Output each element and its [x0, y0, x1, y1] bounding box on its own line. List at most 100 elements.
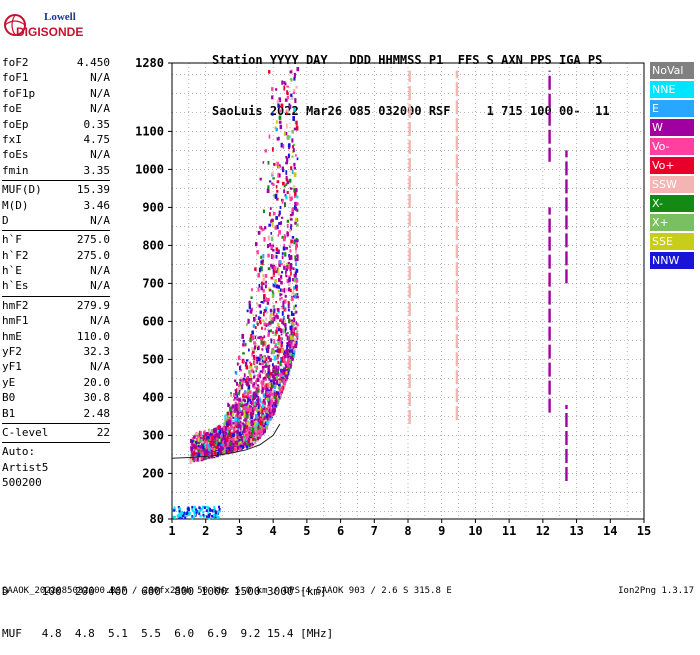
echo-point — [233, 392, 236, 398]
echo-point — [233, 445, 236, 451]
echo-point — [258, 398, 262, 403]
echo-point — [254, 361, 257, 365]
echo-point — [236, 388, 238, 391]
echo-point — [296, 254, 299, 257]
echo-point — [295, 340, 298, 345]
echo-point — [273, 266, 277, 271]
echo-point — [295, 304, 297, 308]
echo-point — [293, 107, 296, 112]
echo-point — [275, 284, 278, 288]
echo-point — [293, 305, 296, 311]
echo-point — [237, 355, 241, 361]
echo-point — [263, 424, 266, 427]
echo-point — [270, 399, 274, 405]
echo-point — [211, 432, 214, 436]
echo-point — [271, 236, 274, 242]
echo-point — [271, 320, 274, 324]
echo-point — [276, 190, 279, 193]
echo-point — [293, 72, 296, 78]
echo-point — [249, 397, 252, 402]
echo-point — [262, 319, 265, 322]
echo-point — [219, 450, 223, 455]
legend-item-x: X- — [650, 195, 694, 212]
x-tick-label: 8 — [404, 524, 411, 538]
echo-point — [277, 341, 280, 346]
echo-point — [236, 398, 239, 401]
echo-point — [292, 116, 296, 121]
echo-point — [191, 440, 194, 446]
echo-point — [276, 399, 279, 404]
echo-point — [264, 392, 267, 397]
echo-point — [264, 327, 267, 331]
echo-point — [289, 104, 292, 109]
parameter-row: h`E N/A — [2, 264, 110, 279]
echo-point — [290, 96, 294, 100]
echo-point — [213, 506, 216, 509]
echo-point — [257, 400, 259, 404]
echo-point — [295, 249, 297, 254]
echo-point — [250, 380, 253, 385]
echo-point — [246, 381, 249, 387]
echo-point — [250, 434, 253, 437]
echo-point — [254, 401, 257, 404]
echo-point — [238, 438, 241, 442]
echo-point — [294, 221, 297, 225]
echo-point — [227, 446, 231, 451]
echo-point — [238, 436, 241, 441]
parameter-label: hmF2 — [2, 298, 29, 312]
echo-point — [226, 418, 229, 422]
echo-point — [275, 368, 278, 373]
echo-point — [250, 420, 253, 423]
echo-point — [286, 134, 290, 140]
echo-point — [296, 208, 299, 213]
echo-point — [249, 400, 253, 405]
echo-point — [293, 331, 296, 336]
echo-point — [251, 407, 254, 412]
echo-point — [238, 431, 241, 436]
echo-point — [239, 413, 242, 418]
echo-point — [205, 445, 208, 450]
echo-point — [262, 359, 264, 363]
echo-point — [291, 331, 294, 337]
echo-point — [259, 355, 262, 360]
echo-point — [177, 515, 180, 518]
parameter-row: foF1p N/A — [2, 87, 110, 102]
echo-point — [271, 317, 274, 321]
echo-point — [295, 120, 298, 126]
echo-point — [284, 82, 287, 86]
echo-point — [238, 408, 241, 413]
header-value-day: Mar26 — [305, 104, 343, 118]
echo-point — [285, 288, 288, 292]
echo-point — [210, 429, 213, 434]
echo-point — [287, 341, 290, 346]
echo-point — [296, 195, 299, 199]
echo-point — [275, 380, 279, 385]
echo-point — [205, 446, 209, 451]
echo-point — [261, 400, 264, 403]
echo-point — [286, 219, 290, 223]
muf-value: 4.8 — [74, 627, 95, 640]
echo-point — [289, 334, 292, 337]
echo-point — [199, 447, 203, 451]
echo-point — [236, 362, 239, 366]
echo-point — [203, 506, 206, 509]
echo-point — [261, 262, 264, 266]
y-tick-label: 1100 — [135, 124, 164, 138]
echo-point — [263, 376, 267, 380]
echo-point — [218, 510, 221, 513]
echo-point — [270, 263, 272, 268]
echo-point — [281, 386, 283, 392]
echo-point — [285, 178, 289, 181]
echo-point — [195, 432, 198, 436]
echo-point — [189, 459, 192, 464]
echo-point — [282, 318, 285, 324]
echo-point — [248, 348, 250, 352]
echo-point — [272, 249, 275, 252]
echo-point — [257, 272, 261, 278]
echo-point — [277, 272, 281, 276]
parameter-row: foEs N/A — [2, 148, 110, 163]
echo-point — [196, 434, 200, 439]
echo-point — [280, 369, 284, 374]
echo-point — [270, 395, 273, 399]
echo-point — [272, 368, 274, 372]
